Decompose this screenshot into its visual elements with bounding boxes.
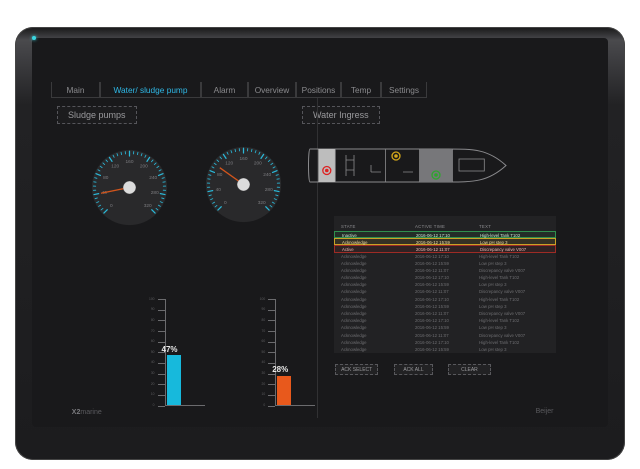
svg-text:0: 0 — [110, 203, 113, 209]
svg-text:200: 200 — [253, 160, 261, 166]
svg-text:160: 160 — [125, 159, 133, 165]
svg-text:0: 0 — [223, 200, 226, 206]
svg-text:240: 240 — [263, 172, 271, 178]
svg-text:80: 80 — [217, 172, 223, 178]
svg-text:120: 120 — [111, 163, 119, 169]
svg-text:280: 280 — [264, 186, 272, 192]
svg-text:320: 320 — [144, 203, 152, 209]
svg-text:240: 240 — [149, 175, 157, 181]
svg-text:160: 160 — [239, 156, 247, 162]
svg-text:320: 320 — [257, 200, 265, 206]
svg-text:80: 80 — [103, 175, 109, 181]
svg-text:40: 40 — [215, 186, 221, 192]
svg-text:280: 280 — [151, 190, 159, 196]
svg-text:200: 200 — [140, 163, 148, 169]
svg-text:120: 120 — [225, 160, 233, 166]
